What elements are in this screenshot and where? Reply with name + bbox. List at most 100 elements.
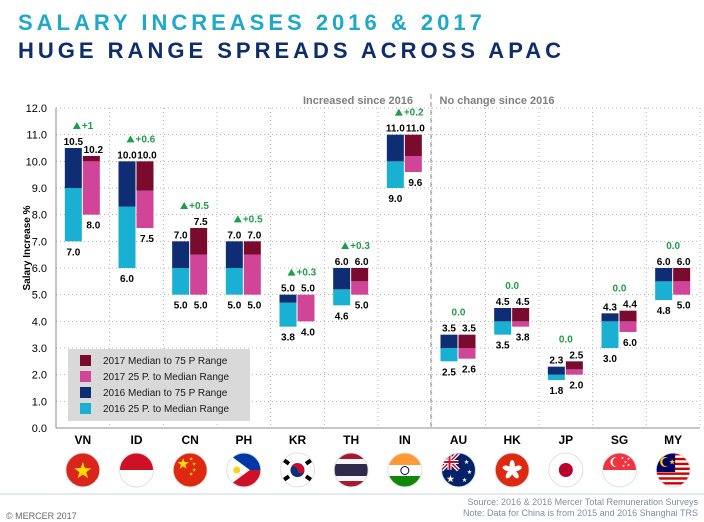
y-tick-label: 12.0 <box>26 103 47 115</box>
flag-star <box>627 457 630 461</box>
legend-swatch-2017-low <box>80 371 91 382</box>
flag-trigram <box>282 458 291 466</box>
bar-2017-high-IN <box>404 134 422 156</box>
bar-2017-high-JP <box>565 361 583 370</box>
label-2016-top-AU: 3.5 <box>442 324 456 335</box>
flag-part <box>387 453 422 465</box>
bar-2017-low-KR <box>297 294 315 322</box>
flag-taeguk-blue <box>290 466 305 477</box>
legend-swatch-2017-high <box>80 355 91 366</box>
label-2016-top-SG: 4.3 <box>603 302 617 313</box>
delta-arrow-PH <box>233 215 242 223</box>
bar-2016-low-MY <box>655 281 673 300</box>
flag-border <box>119 452 154 488</box>
flag-star <box>669 459 676 465</box>
flag-body <box>226 453 261 487</box>
chart-subtitle: HUGE RANGE SPREADS ACROSS APAC <box>18 38 566 63</box>
label-2017-bottom-IN: 9.6 <box>408 178 422 189</box>
label-2016-bottom-ID: 6.0 <box>120 274 134 285</box>
label-2017-top-ID: 10.0 <box>137 150 157 161</box>
flag-body <box>65 453 100 487</box>
flag-KR <box>280 452 315 488</box>
label-2016-top-TH: 6.0 <box>335 257 349 268</box>
y-axis: Salary Increase % 0.0 1.0 2.0 3.0 4.0 5.0 6.0 7… <box>22 103 700 435</box>
flag-star <box>74 462 92 479</box>
bar-2016-high-CN <box>172 241 190 268</box>
flag-star <box>467 469 472 475</box>
bar-2017-low-PH <box>243 254 261 295</box>
bar-2017-low-CN <box>190 254 208 295</box>
label-2016-bottom-VN: 7.0 <box>66 247 80 258</box>
label-2017-top-PH: 7.0 <box>247 230 261 241</box>
flag-star <box>464 459 469 465</box>
country-label-VN: VN <box>74 433 91 447</box>
legend: 2017 Median to 75 P Range 2017 25 P. to … <box>68 349 250 421</box>
bar-2017-low-VN <box>82 161 100 215</box>
delta-label-VN: +1 <box>82 121 94 132</box>
bar-2017-low-AU <box>458 348 476 359</box>
flag-border <box>655 452 691 488</box>
y-tick-label: 2.0 <box>32 370 47 382</box>
flag-part <box>656 472 691 476</box>
flag-star <box>622 464 625 468</box>
flag-border <box>494 452 530 488</box>
label-2017-top-VN: 10.2 <box>84 145 104 156</box>
label-2016-bottom-JP: 1.8 <box>549 386 563 397</box>
label-2016-top-MY: 6.0 <box>657 257 671 268</box>
bar-2016-low-AU <box>440 348 458 362</box>
country-label-HK: HK <box>503 433 521 447</box>
flag-star <box>192 468 197 472</box>
flag-sun <box>233 466 241 474</box>
legend-label-2016-low: 2016 25 P. to Median Range <box>103 404 229 415</box>
flag-body <box>495 453 530 487</box>
label-2017-bottom-AU: 2.6 <box>462 365 476 376</box>
delta-arrow-ID <box>126 135 135 143</box>
bar-2016-high-ID <box>118 161 136 207</box>
bar-2017-high-SG <box>619 310 637 322</box>
label-2017-top-SG: 4.4 <box>623 300 637 311</box>
y-tick-label: 3.0 <box>32 343 47 355</box>
bar-2016-high-VN <box>64 148 82 188</box>
delta-label-SG: 0.0 <box>613 284 627 295</box>
bar-2016-low-VN <box>64 188 82 242</box>
country-label-JP: JP <box>558 433 573 447</box>
flag-star <box>627 463 630 467</box>
bar-2016-high-HK <box>494 308 512 322</box>
flag-part <box>448 453 451 470</box>
flag-part <box>387 476 422 487</box>
flag-trigram <box>304 458 313 466</box>
country-label-IN: IN <box>399 433 411 447</box>
label-2016-top-IN: 11.0 <box>386 124 405 135</box>
country-label-TH: TH <box>343 433 359 447</box>
delta-label-ID: +0.6 <box>136 134 156 145</box>
flag-IN <box>387 452 423 488</box>
copyright: © MERCER 2017 <box>6 511 77 521</box>
delta-label-KR: +0.3 <box>297 268 317 279</box>
country-label-KR: KR <box>289 433 307 447</box>
bar-2016-high-MY <box>655 268 673 282</box>
flag-petal <box>505 469 513 479</box>
bar-2017-low-TH <box>351 281 369 295</box>
flag-border <box>602 452 637 488</box>
bar-2016-high-SG <box>601 313 619 322</box>
flag-body <box>387 453 422 487</box>
flag-VN <box>65 452 101 488</box>
bar-2016-low-SG <box>601 321 619 348</box>
data-note: Note: Data for China is from 2015 and 20… <box>463 508 698 518</box>
flag-part <box>656 482 691 485</box>
bar-2016-low-HK <box>494 321 512 335</box>
delta-label-JP: 0.0 <box>559 334 573 345</box>
legend-label-2016-high: 2016 Median to 75 P Range <box>103 388 228 399</box>
flag-border <box>172 452 208 488</box>
flag-part <box>334 464 369 476</box>
flag-disc <box>558 463 573 477</box>
country-label-MY: MY <box>664 433 682 447</box>
flag-body <box>441 453 476 487</box>
bar-2016-low-CN <box>172 268 190 295</box>
label-2017-top-MY: 6.0 <box>677 257 691 268</box>
flag-trigram <box>304 474 313 482</box>
bar-2017-low-ID <box>136 190 154 228</box>
flag-body <box>334 453 369 487</box>
label-2017-bottom-MY: 5.0 <box>677 301 691 312</box>
